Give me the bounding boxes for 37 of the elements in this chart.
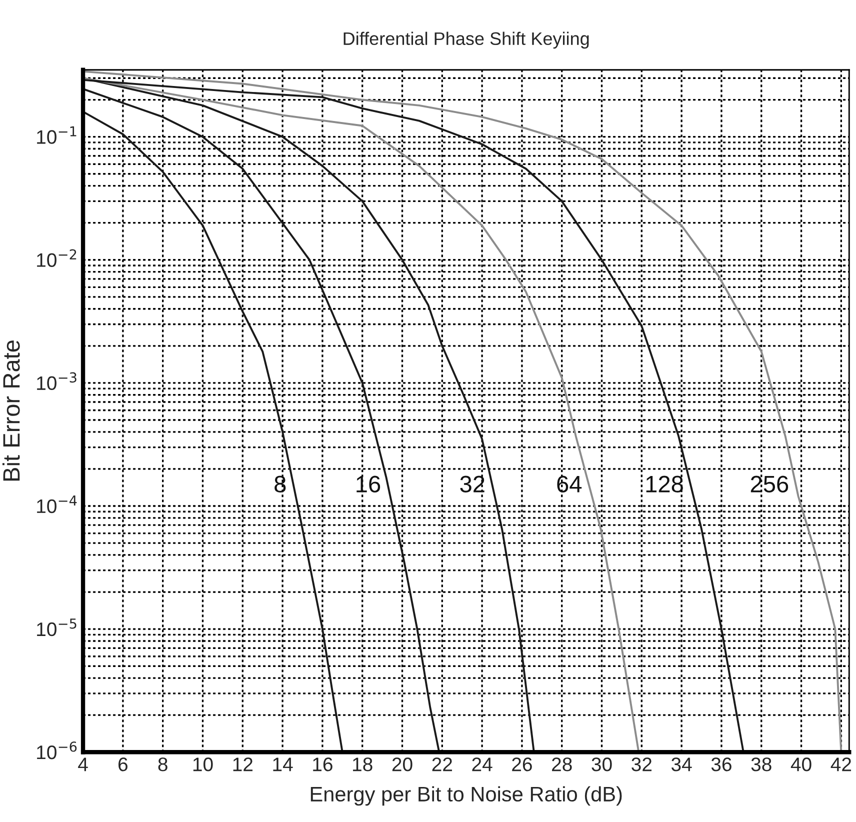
x-tick-label: 26 [512,758,532,772]
x-tick-label: 42 [830,758,852,772]
y-tick-label: 10$^{−2}$ [37,249,76,267]
x-tick-label: 30 [592,758,612,772]
x-tick-label: 12 [233,758,252,772]
x-tick-label: 32 [632,758,652,772]
x-tick-label: 34 [671,758,692,772]
line-series [83,110,344,752]
y-tick-label: 10$^{−4}$ [37,496,77,514]
chart-title: Differential Phase Shift Keyiing [344,32,589,49]
x-tick-label: 24 [472,758,492,772]
x-tick-label: 14 [273,758,293,772]
series-label: 8 [274,476,286,492]
x-tick-label: 10 [193,758,213,772]
x-tick-label: 20 [392,758,412,772]
series-label: 16 [356,476,380,492]
x-tick-label: 40 [790,758,812,772]
y-tick-label: 10$^{−3}$ [37,372,76,390]
x-tick-label: 6 [118,758,128,772]
x-tick-label: 8 [158,758,168,772]
y-axis-title: Bit Error Rate [2,340,20,481]
x-tick-label: 22 [432,758,452,772]
line-series [83,88,440,752]
x-tick-label: 4 [78,758,88,772]
series-label: 32 [460,476,484,492]
series-label: 128 [646,476,683,492]
x-tick-label: 28 [552,758,572,772]
x-tick-label: 18 [353,758,372,772]
series-label: 64 [557,476,582,492]
x-tick-label: 36 [711,758,732,772]
x-tick-label: 38 [751,758,772,772]
x-axis-title: Energy per Bit to Noise Ratio (dB) [310,786,622,806]
x-tick-label: 16 [313,758,332,772]
y-tick-label: 10$^{−1}$ [37,126,76,144]
series-label: 256 [750,476,788,492]
y-tick-label: 10$^{−6}$ [37,741,77,760]
y-tick-label: 10$^{−5}$ [37,618,76,636]
